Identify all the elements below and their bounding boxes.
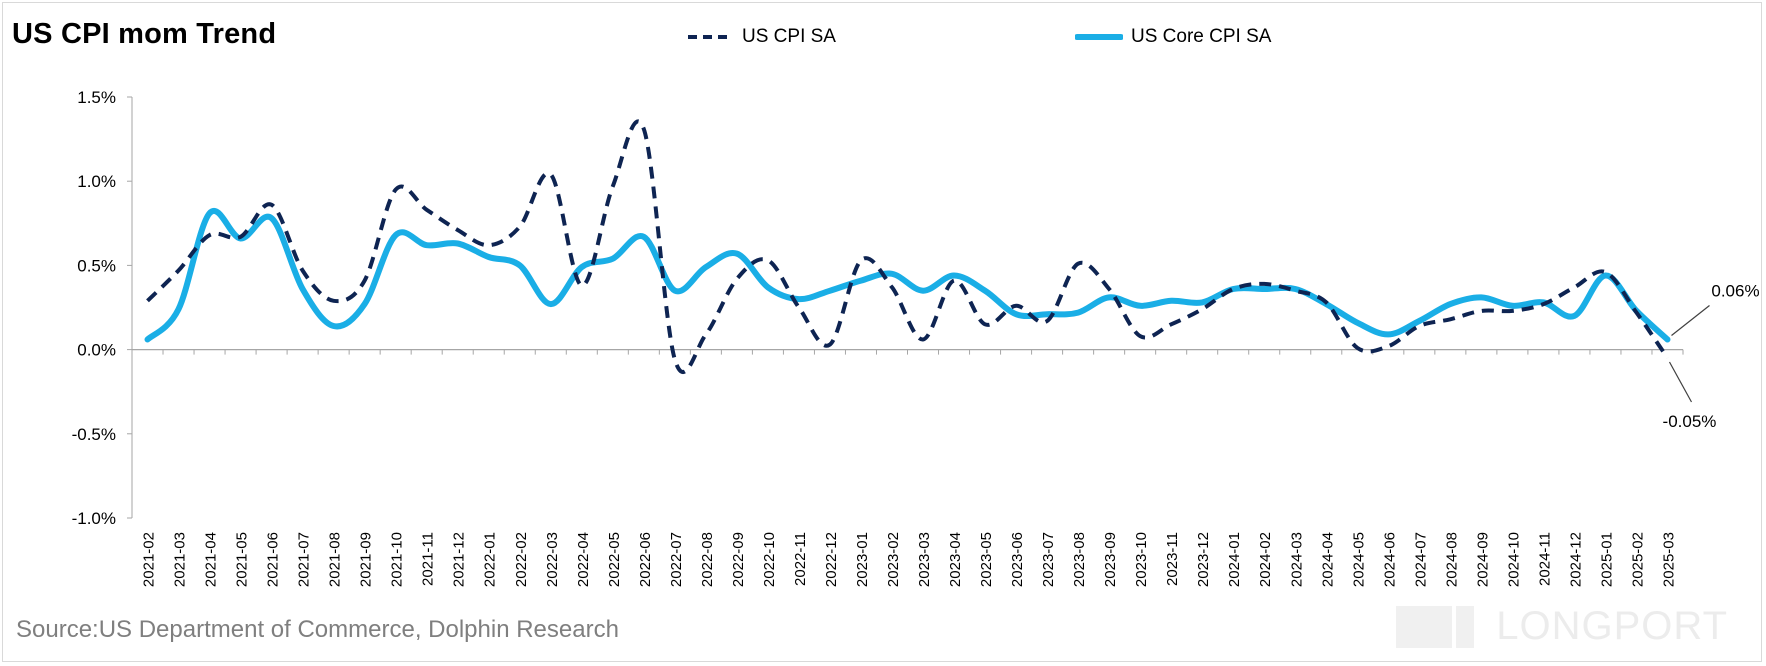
watermark-block-icon bbox=[1396, 605, 1453, 648]
x-tick-label: 2022-04 bbox=[575, 532, 592, 587]
watermark-text: LONGPORT bbox=[1496, 604, 1728, 648]
x-tick-label: 2023-03 bbox=[916, 532, 933, 587]
x-tick-label: 2022-02 bbox=[513, 532, 530, 587]
x-tick-label: 2021-09 bbox=[358, 532, 375, 587]
watermark-bar-icon bbox=[1456, 605, 1475, 648]
x-tick-label: 2021-08 bbox=[327, 532, 344, 587]
y-tick-label: -0.5% bbox=[72, 425, 116, 444]
x-tick-label: 2025-03 bbox=[1660, 532, 1677, 587]
x-tick-label: 2024-09 bbox=[1474, 532, 1491, 587]
x-tick-label: 2024-02 bbox=[1257, 532, 1274, 587]
x-tick-label: 2024-12 bbox=[1567, 532, 1584, 587]
x-tick-label: 2022-05 bbox=[606, 532, 623, 587]
x-tick-label: 2022-09 bbox=[730, 532, 747, 587]
x-tick-label: 2021-04 bbox=[203, 532, 220, 587]
x-tick-label: 2024-11 bbox=[1536, 532, 1553, 586]
annotation-label-cpi: -0.05% bbox=[1663, 412, 1717, 431]
x-tick-label: 2022-12 bbox=[823, 532, 840, 587]
source-note: Source:US Department of Commerce, Dolphi… bbox=[16, 616, 619, 643]
legend-item-cpi: US CPI SA bbox=[686, 26, 836, 48]
legend-label-cpi: US CPI SA bbox=[742, 26, 836, 47]
x-tick-label: 2024-07 bbox=[1412, 532, 1429, 587]
x-tick-label: 2021-03 bbox=[172, 532, 189, 587]
x-tick-label: 2023-07 bbox=[1040, 532, 1057, 587]
x-tick-label: 2023-06 bbox=[1009, 532, 1026, 587]
x-tick-label: 2023-02 bbox=[885, 532, 902, 587]
x-tick-label: 2023-10 bbox=[1133, 532, 1150, 587]
y-tick-label: -1.0% bbox=[72, 509, 116, 528]
x-tick-label: 2022-07 bbox=[668, 532, 685, 587]
x-tick-label: 2025-01 bbox=[1598, 532, 1615, 587]
x-tick-label: 2024-06 bbox=[1381, 532, 1398, 587]
x-tick-label: 2023-08 bbox=[1071, 532, 1088, 587]
x-tick-label: 2024-10 bbox=[1505, 532, 1522, 587]
x-tick-label: 2022-11 bbox=[792, 532, 809, 586]
x-tick-label: 2022-03 bbox=[544, 532, 561, 587]
x-tick-label: 2024-08 bbox=[1443, 532, 1460, 587]
x-tick-label: 2021-11 bbox=[420, 532, 437, 586]
x-tick-label: 2022-08 bbox=[699, 532, 716, 587]
x-tick-label: 2023-12 bbox=[1195, 532, 1212, 587]
x-tick-label: 2021-07 bbox=[296, 532, 313, 587]
x-tick-label: 2021-02 bbox=[141, 532, 158, 587]
x-tick-label: 2021-06 bbox=[265, 532, 282, 587]
series-line-cpi bbox=[146, 119, 1670, 374]
legend-swatch-solid bbox=[1075, 34, 1123, 40]
x-tick-label: 2022-01 bbox=[482, 532, 499, 587]
series-line-core-cpi bbox=[144, 207, 1671, 343]
x-tick-label: 2021-05 bbox=[234, 532, 251, 587]
x-tick-label: 2022-10 bbox=[761, 532, 778, 587]
chart-title: US CPI mom Trend bbox=[12, 18, 277, 50]
x-tick-label: 2025-02 bbox=[1629, 532, 1646, 587]
x-tick-label: 2021-10 bbox=[389, 532, 406, 587]
x-tick-label: 2024-05 bbox=[1350, 532, 1367, 587]
legend-item-core-cpi: US Core CPI SA bbox=[1075, 26, 1271, 48]
x-tick-label: 2023-04 bbox=[947, 532, 964, 587]
x-tick-label: 2021-12 bbox=[451, 532, 468, 587]
y-tick-label: 0.0% bbox=[77, 341, 116, 360]
x-tick-label: 2023-11 bbox=[1164, 532, 1181, 586]
watermark-logo: LONGPORT bbox=[1396, 604, 1728, 649]
x-tick-label: 2023-05 bbox=[978, 532, 995, 587]
x-tick-label: 2023-01 bbox=[854, 532, 871, 587]
x-tick-label: 2023-09 bbox=[1102, 532, 1119, 587]
y-tick-label: 1.0% bbox=[77, 172, 116, 191]
legend-swatch-dashed bbox=[688, 35, 732, 39]
x-tick-label: 2022-06 bbox=[637, 532, 654, 587]
legend-label-core-cpi: US Core CPI SA bbox=[1131, 26, 1272, 47]
y-tick-label: 1.5% bbox=[77, 88, 116, 107]
annotation-label-core: 0.06% bbox=[1711, 281, 1759, 300]
x-tick-label: 2024-01 bbox=[1226, 532, 1243, 587]
y-tick-label: 0.5% bbox=[77, 256, 116, 275]
annotation-leader bbox=[1668, 361, 1693, 403]
x-tick-label: 2024-04 bbox=[1319, 532, 1336, 587]
annotation-leader bbox=[1671, 305, 1710, 336]
x-tick-label: 2024-03 bbox=[1288, 532, 1305, 587]
